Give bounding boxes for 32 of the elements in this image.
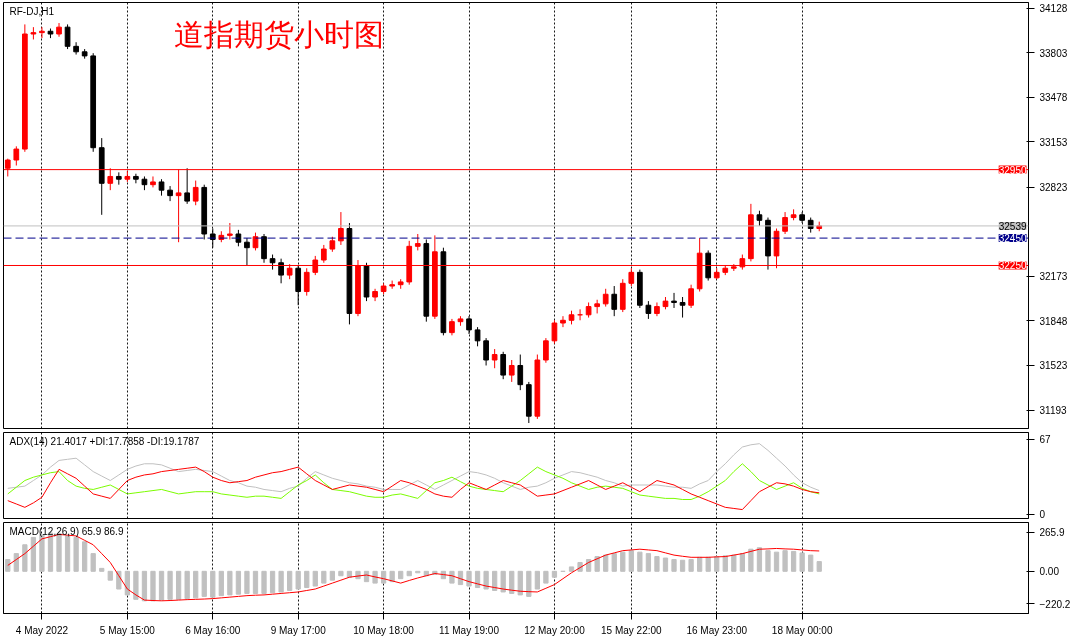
- y-tick-label: 31848: [1039, 315, 1068, 327]
- y-tick-label: 32173: [1039, 271, 1068, 283]
- y-tick-label: −220.2: [1039, 598, 1071, 610]
- y-tick-label: 31523: [1039, 360, 1068, 372]
- annotation: ADX(14) 21.4017 +DI:17.7858 -DI:19.1787: [9, 435, 200, 447]
- y-tick-label: 31193: [1039, 405, 1067, 417]
- x-tick-label: 4 May 2022: [15, 624, 69, 636]
- annotation: RF-DJ,H1: [9, 5, 55, 17]
- x-tick-label: 5 May 15:00: [99, 624, 156, 636]
- y-tick-label: 33153: [1039, 136, 1068, 148]
- y-tick-label: 0.00: [1039, 566, 1060, 578]
- ref-line-label: 32950: [998, 164, 1027, 176]
- x-tick-label: 6 May 16:00: [185, 624, 241, 636]
- ref-line-label: 32250: [998, 260, 1027, 272]
- y-tick-label: 33478: [1039, 92, 1068, 104]
- x-tick-label: 16 May 23:00: [686, 624, 748, 636]
- x-tick-label: 10 May 18:00: [353, 624, 415, 636]
- y-tick-label: 67: [1039, 434, 1052, 446]
- ref-line-label: 32450: [998, 233, 1027, 245]
- annotation: MACD(12,26,9) 65.9 86.9: [9, 525, 124, 537]
- x-tick-label: 18 May 00:00: [771, 624, 833, 636]
- y-tick-label: 265.9: [1039, 527, 1065, 539]
- ref-line-label: 32539: [998, 220, 1027, 232]
- x-tick-label: 12 May 20:00: [524, 624, 586, 636]
- y-tick-label: 32823: [1039, 182, 1068, 194]
- y-tick-label: 0: [1039, 509, 1046, 521]
- text: 道指期货小时图: [173, 16, 384, 52]
- y-tick-label: 34128: [1039, 3, 1068, 15]
- y-tick-label: 33803: [1039, 47, 1068, 59]
- x-tick-label: 9 May 17:00: [270, 624, 327, 636]
- x-tick-label: 15 May 22:00: [601, 624, 663, 636]
- x-tick-label: 11 May 19:00: [439, 624, 500, 636]
